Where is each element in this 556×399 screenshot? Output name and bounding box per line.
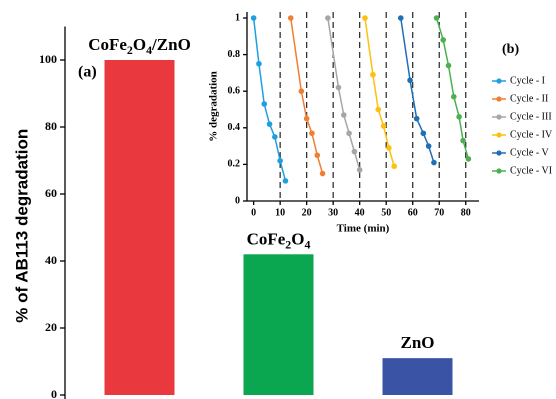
legend-label: Cycle - II xyxy=(510,93,548,104)
legend-marker xyxy=(496,96,502,102)
series-line xyxy=(364,17,395,167)
data-point xyxy=(370,71,376,78)
data-point xyxy=(256,60,262,67)
bar-label: CoFe2O4 xyxy=(247,229,311,251)
x-tick-label: 30 xyxy=(328,207,338,218)
y-tick-label: 20 xyxy=(45,320,57,334)
data-point xyxy=(391,163,397,170)
legend-marker xyxy=(496,168,502,174)
data-point xyxy=(465,156,472,162)
data-point xyxy=(250,15,257,21)
data-point xyxy=(375,106,382,113)
x-tick-label: 70 xyxy=(434,207,444,218)
legend-label: Cycle - VI xyxy=(510,165,552,176)
bar xyxy=(104,60,175,395)
data-point xyxy=(445,62,452,69)
x-axis-label: Time (min) xyxy=(337,223,390,235)
data-point xyxy=(407,77,413,84)
legend-marker xyxy=(496,114,502,120)
data-point xyxy=(351,148,358,155)
data-point xyxy=(433,15,440,21)
y-tick-label: 0.2 xyxy=(228,159,241,170)
data-point xyxy=(362,15,368,21)
data-point xyxy=(340,112,347,118)
bar xyxy=(382,358,453,395)
data-point xyxy=(309,130,315,137)
x-tick-label: 40 xyxy=(355,207,365,218)
legend-label: Cycle - IV xyxy=(510,129,553,140)
data-point xyxy=(314,152,321,159)
y-tick-label: 80 xyxy=(45,119,57,133)
data-point xyxy=(303,115,310,122)
data-point xyxy=(298,88,305,94)
data-point xyxy=(440,37,447,43)
y-tick-label: 0.4 xyxy=(228,122,241,133)
y-tick-label: 0.6 xyxy=(228,85,241,96)
data-point xyxy=(287,15,294,21)
legend-marker xyxy=(496,78,502,84)
bar xyxy=(243,254,314,395)
y-axis-label: % degradation xyxy=(208,71,220,142)
x-tick-label: 20 xyxy=(302,207,312,218)
y-tick-label: 40 xyxy=(45,253,57,267)
y-tick-label: 60 xyxy=(45,186,57,200)
y-tick-label: 1 xyxy=(235,12,240,23)
y-tick-label: 0 xyxy=(235,195,240,206)
data-point xyxy=(460,137,466,144)
data-point xyxy=(397,15,404,21)
data-point xyxy=(277,157,283,164)
series-line xyxy=(327,17,361,171)
x-tick-label: 10 xyxy=(275,207,285,218)
data-point xyxy=(325,15,331,21)
data-point xyxy=(282,178,289,184)
data-point xyxy=(420,130,427,137)
bar-label: ZnO xyxy=(400,333,434,352)
data-point xyxy=(456,114,462,120)
data-point xyxy=(346,130,352,137)
data-point xyxy=(356,167,363,173)
data-point xyxy=(413,115,420,122)
legend-marker xyxy=(496,150,502,156)
data-point xyxy=(335,84,342,91)
legend-label: Cycle - III xyxy=(510,111,552,122)
x-tick-label: 80 xyxy=(461,207,471,218)
data-point xyxy=(451,93,457,100)
panel-label: (b) xyxy=(502,42,519,57)
panel-label: (a) xyxy=(78,64,97,81)
legend-marker xyxy=(496,132,502,138)
legend-label: Cycle - I xyxy=(510,75,545,86)
y-tick-label: 0.8 xyxy=(228,49,241,60)
data-point xyxy=(431,159,437,166)
data-point xyxy=(386,145,392,151)
y-axis-label: % of AB113 degradation xyxy=(12,129,31,323)
data-point xyxy=(261,101,268,107)
y-tick-label: 100 xyxy=(39,52,57,66)
x-tick-label: 60 xyxy=(408,207,418,218)
series-line xyxy=(290,17,324,174)
data-point xyxy=(425,143,432,149)
data-point xyxy=(266,121,273,127)
x-tick-label: 50 xyxy=(381,207,391,218)
data-point xyxy=(380,123,387,129)
y-tick-label: 0 xyxy=(51,387,57,399)
data-point xyxy=(319,170,326,177)
bar-label: CoFe2O4/ZnO xyxy=(88,35,191,57)
data-point xyxy=(272,134,278,140)
series-line xyxy=(400,17,435,163)
x-tick-label: 0 xyxy=(251,207,256,218)
legend-label: Cycle - V xyxy=(510,147,549,158)
